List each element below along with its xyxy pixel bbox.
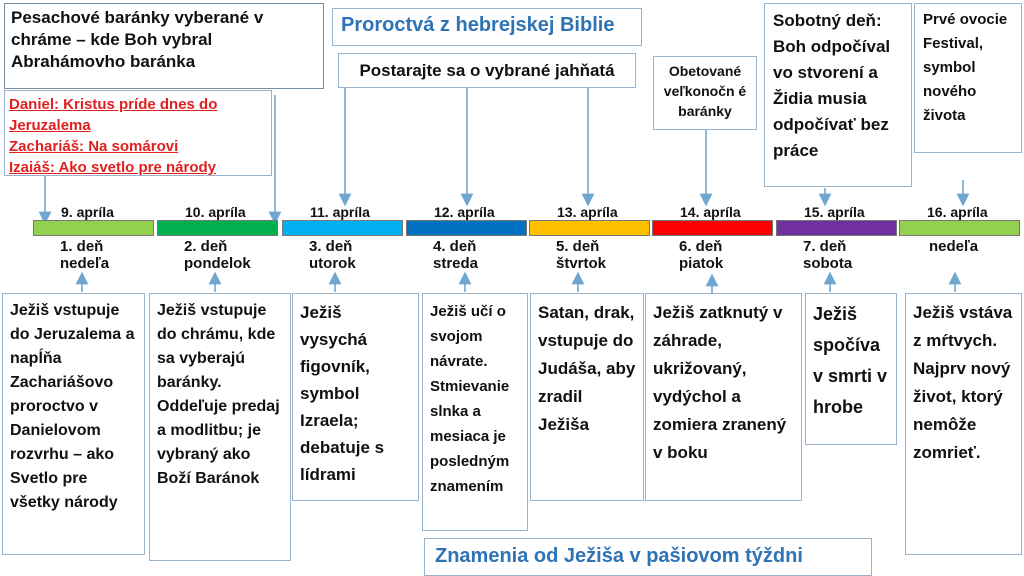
main-title: Proroctvá z hebrejskej Biblie [332, 8, 642, 46]
day-bar [899, 220, 1020, 236]
event-box: Satan, drak, vstupuje do Judáša, aby zra… [530, 293, 644, 501]
prophecy-daniel: Daniel: Kristus príde dnes do Jeruzalema [9, 96, 218, 134]
date-label: 13. apríla [557, 204, 618, 220]
event-box: Ježiš učí o svojom návrate. Stmievanie s… [422, 293, 528, 531]
day-label: nedeľa [929, 238, 979, 255]
day-label: 7. deň sobota [803, 238, 853, 272]
date-label: 11. apríla [310, 204, 370, 220]
note-sacrificed: Obetované veľkonočn é baránky [653, 56, 757, 130]
day-bar [282, 220, 403, 236]
day-bar [776, 220, 897, 236]
note-firstfruits: Prvé ovocie Festival, symbol nového živo… [914, 3, 1022, 153]
day-label: 5. deň štvrtok [556, 238, 607, 272]
day-bar [157, 220, 278, 236]
day-bar [652, 220, 773, 236]
day-bar [529, 220, 650, 236]
date-label: 12. apríla [434, 204, 495, 220]
day-bar [406, 220, 527, 236]
date-label: 16. apríla [927, 204, 988, 220]
day-bar [33, 220, 154, 236]
day-label: 3. deň utorok [309, 238, 356, 272]
note-lambs-chosen: Pesachové baránky vyberané v chráme – kd… [4, 3, 324, 89]
note-sabbath: Sobotný deň: Boh odpočíval vo stvorení a… [764, 3, 912, 187]
event-box: Ježiš vstáva z mŕtvych. Najprv nový živo… [905, 293, 1022, 555]
prophecy-zechariah: Zachariáš: Na somárovi [9, 138, 179, 155]
day-label: 6. deň piatok [679, 238, 724, 272]
note-care-lambs: Postarajte sa o vybrané jahňatá [338, 53, 636, 88]
day-label: 1. deň nedeľa [60, 238, 110, 272]
date-label: 9. apríla [61, 204, 114, 220]
event-box: Ježiš spočíva v smrti v hrobe [805, 293, 897, 445]
event-box: Ježiš vstupuje do chrámu, kde sa vyberaj… [149, 293, 291, 561]
event-box: Ježiš vstupuje do Jeruzalema a napĺňa Za… [2, 293, 145, 555]
day-label: 4. deň streda [433, 238, 479, 272]
date-label: 15. apríla [804, 204, 865, 220]
date-label: 10. apríla [185, 204, 246, 220]
event-box: Ježiš vysychá figovník, symbol Izraela; … [292, 293, 419, 501]
bottom-title: Znamenia od Ježiša v pašiovom týždni [424, 538, 872, 576]
prophecy-isaiah: Izaiáš: Ako svetlo pre národy [9, 159, 217, 176]
date-label: 14. apríla [680, 204, 741, 220]
day-label: 2. deň pondelok [184, 238, 251, 272]
note-prophecies: Daniel: Kristus príde dnes do Jeruzalema… [4, 90, 272, 176]
event-box: Ježiš zatknutý v záhrade, ukrižovaný, vy… [645, 293, 802, 501]
